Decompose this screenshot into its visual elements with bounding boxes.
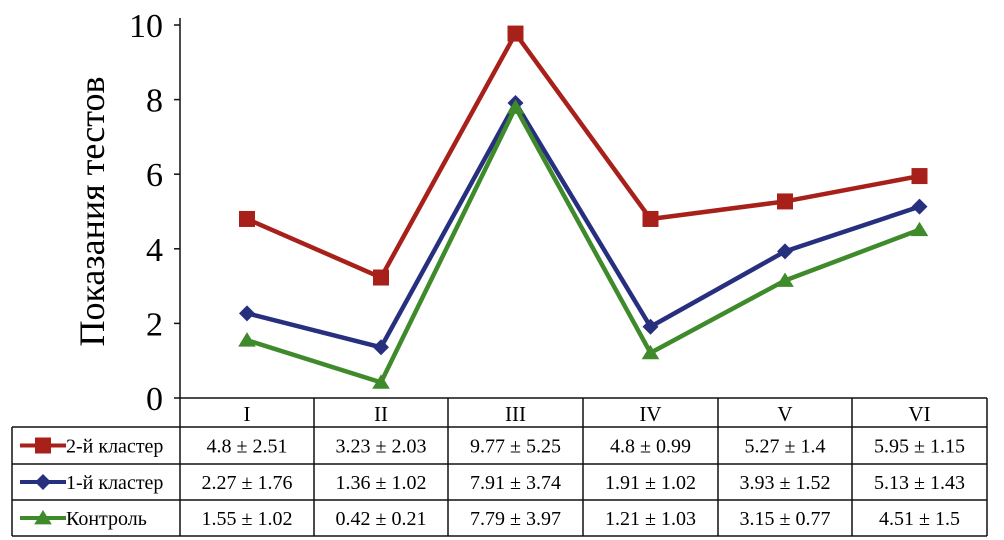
axes: 0 2 4 6 8 10 Показания тестов [72,8,181,418]
category-label: I [244,402,251,426]
data-point [239,210,255,227]
y-tick-label: 0 [146,381,163,418]
table-cell: 1.55 ± 1.02 [202,508,293,530]
plot-area [238,25,929,389]
table-cell: 4.51 ± 1.5 [879,508,960,530]
data-point [372,374,390,389]
legend-label: 2-й кластер [66,436,163,458]
category-label: II [374,402,388,426]
y-tick-label: 6 [146,157,163,194]
table-cell: 1.21 ± 1.03 [605,508,696,530]
series [239,25,928,286]
table-cell: 4.8 ± 2.51 [207,436,288,458]
data-point [642,318,659,335]
data-point [641,344,660,360]
series [239,94,928,356]
category-label: V [777,402,792,426]
data-point [506,99,525,114]
data-point [239,305,255,322]
data-point [777,193,793,210]
data-point [777,243,793,260]
table-cell: 4.8 ± 0.99 [610,436,691,458]
data-point [776,272,794,287]
legend-marker [34,510,52,525]
table-cell: 5.27 ± 1.4 [745,436,826,458]
table-cell: 5.13 ± 1.43 [874,472,965,494]
series-line [246,105,921,385]
legend-marker [35,437,51,454]
table-cell: 1.91 ± 1.02 [605,472,696,494]
legend-label: 1-й кластер [66,472,163,494]
table-cell: 7.79 ± 3.97 [470,508,561,530]
data-point [642,210,659,227]
table-cell: 3.15 ± 0.77 [740,508,831,530]
table-cell: 3.93 ± 1.52 [740,472,831,494]
series-line [246,100,921,350]
category-label: III [505,402,526,426]
y-tick-label: 10 [129,8,163,45]
series-line [246,31,920,280]
table-cell: 0.42 ± 0.21 [336,508,427,530]
y-tick-label: 2 [146,306,163,343]
table-cell: 9.77 ± 5.25 [470,436,561,458]
table-cell: 7.91 ± 3.74 [470,472,561,494]
legend-label: Контроль [66,508,147,530]
data-point [910,221,929,237]
category-label: VI [908,402,930,426]
table-cell: 5.95 ± 1.15 [874,436,965,458]
table-cell: 1.36 ± 1.02 [336,472,427,494]
legend-marker [35,474,51,490]
y-axis-title: Показания тестов [72,76,112,346]
series [238,99,929,389]
data-point [911,168,928,185]
data-point [911,198,928,215]
data-point [238,332,256,347]
table-cell: 2.27 ± 1.76 [202,472,293,494]
data-point [507,25,524,42]
data-point [373,269,389,286]
category-label: IV [639,402,661,426]
data-point [373,339,389,356]
data-table: I II III IV V VI2-й кластер 4.8 ± 2.51 3.23 ± 2… [11,397,988,537]
table-cell: 3.23 ± 2.03 [336,436,427,458]
y-tick-label: 8 [146,83,163,120]
y-tick-label: 4 [146,232,163,269]
